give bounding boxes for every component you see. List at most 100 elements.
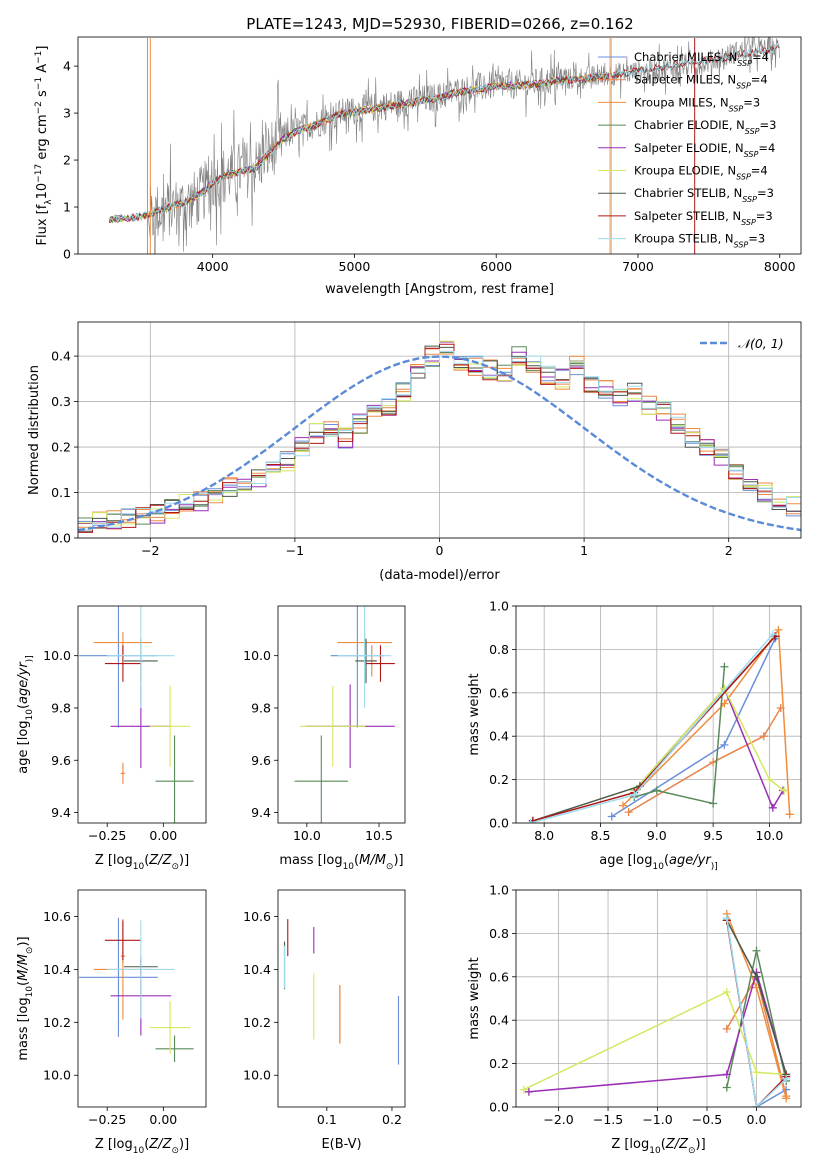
x-axis-label-part: )]: [179, 1137, 189, 1152]
y-tick-label: 10.0: [243, 648, 271, 663]
y-axis-label-part: Flux [f: [35, 204, 50, 245]
legend-text: Salpeter MILES, N: [634, 73, 736, 87]
y-axis-label-part: −1: [34, 77, 44, 90]
x-axis-label-part: Z/Z: [148, 1137, 172, 1152]
legend-label-chabrier-elodie: Chabrier ELODIE, NSSP=3: [634, 118, 776, 136]
weight-marker-salpeter-miles: [624, 808, 633, 817]
legend-label-salpeter-elodie: Salpeter ELODIE, NSSP=4: [634, 141, 775, 159]
legend-sub: SSP: [742, 195, 757, 204]
y-tick-label: 1.0: [489, 883, 509, 898]
x-axis-label-part: )]: [179, 853, 189, 868]
legend-count: =4: [752, 50, 769, 64]
x-axis-label: Z [log10(Z/Z⊙)]: [95, 853, 189, 872]
y-axis-label-part: 10: [35, 183, 50, 200]
y-axis-label-part: −2: [34, 101, 44, 114]
axes-frame: [77, 321, 802, 539]
y-tick-label: 0.0: [51, 531, 71, 546]
legend-label-chabrier-stelib: Chabrier STELIB, NSSP=3: [634, 186, 774, 204]
x-axis-label-part: 10: [343, 862, 355, 872]
y-axis-label-part: M/M: [16, 954, 31, 981]
y-tick-label: 4: [63, 59, 71, 74]
x-tick-label: 4000: [197, 259, 229, 274]
x-tick-label: 0.00: [149, 828, 177, 843]
panel-residuals: −2 −1 0 1 2 0.0 0.1 0.2 0.3 0.4 (data-model)/error…: [27, 321, 802, 583]
x-tick-label: −1: [286, 543, 304, 558]
x-axis-label-part: Z/Z: [665, 1137, 689, 1152]
x-tick-label: 9.0: [647, 828, 667, 843]
y-axis-label-part: −1: [34, 51, 44, 64]
x-tick-label: −1.5: [593, 1112, 623, 1127]
plot-area: [108, 37, 780, 254]
legend-count: =4: [751, 73, 768, 87]
axes-frame: [277, 605, 406, 824]
x-tick-label: −0.25: [88, 828, 126, 843]
y-axis-label-part: erg cm: [35, 114, 50, 163]
x-axis-label-part: Z/Z: [148, 853, 172, 868]
y-axis-label: mass [log10(M/M⊙)]: [16, 936, 35, 1060]
legend-text: Chabrier MILES, N: [634, 50, 737, 64]
weight-marker-salpeter-miles: [722, 1024, 731, 1033]
x-axis-label-part: )]: [711, 862, 718, 872]
x-tick-label: 1: [580, 543, 588, 558]
legend: Chabrier MILES, N SSP =4 Salpeter MILES, N S…: [598, 50, 776, 249]
y-axis-label-part: −17: [34, 164, 44, 183]
y-tick-label: 10.2: [43, 1015, 71, 1030]
x-tick-label: 8.5: [591, 828, 611, 843]
x-axis-label: age [log10(age/yr)]: [599, 853, 717, 872]
y-tick-label: 10.6: [243, 909, 271, 924]
weight-line-kroupa-elodie: [633, 687, 785, 792]
weight-marker-chabrier-miles: [720, 740, 729, 749]
y-tick-label: 1.0: [489, 599, 509, 614]
x-axis-label-part: ⊙: [386, 862, 394, 872]
x-axis-label-part: M/M: [359, 853, 386, 868]
x-axis-label-part: Z [log: [95, 1137, 133, 1152]
y-tick-label: 0.4: [489, 729, 509, 744]
plot-area: [526, 625, 794, 823]
y-tick-label: 9.6: [51, 753, 71, 768]
x-tick-label: 7000: [622, 259, 654, 274]
x-axis-label-part: )]: [696, 1137, 706, 1152]
legend-count: =3: [756, 209, 773, 223]
axes-frame: [515, 889, 802, 1108]
weight-line-salpeter-miles: [628, 707, 782, 813]
x-axis-label-part: (: [144, 1137, 149, 1152]
x-tick-label: 8000: [764, 259, 796, 274]
legend-sub: SSP: [745, 127, 760, 136]
y-tick-label: 0.6: [489, 685, 509, 700]
weight-marker-kroupa-miles: [782, 1094, 791, 1103]
weight-marker-kroupa-stelib: [782, 1074, 791, 1083]
weight-marker-kroupa-elodie: [780, 786, 789, 795]
x-tick-label: 8.0: [534, 828, 554, 843]
weight-marker-kroupa-stelib: [722, 914, 731, 923]
x-axis-label-part: (: [354, 853, 359, 868]
x-tick-label: 2: [725, 543, 733, 558]
legend-sub: SSP: [734, 240, 749, 249]
y-tick-label: 10.0: [43, 648, 71, 663]
x-axis-label-part: 10: [133, 862, 145, 872]
y-axis-label-part: (: [16, 981, 31, 986]
y-axis-label: mass weight: [467, 673, 482, 755]
x-axis-label: wavelength [Angstrom, rest frame]: [325, 282, 554, 297]
weight-marker-kroupa-stelib: [752, 1103, 761, 1107]
x-axis-label-part: ⊙: [171, 862, 179, 872]
x-tick-label: 0.00: [149, 1112, 177, 1127]
weight-marker-kroupa-elodie: [519, 1085, 528, 1094]
y-axis-label-part: mass [log: [16, 997, 31, 1060]
panel-mass-weight-vs-Z: −2.0 −1.5 −1.0 −0.5 0.0 0.0 0.2 0.4 0.6 0.8 1.0 Z […: [467, 883, 802, 1156]
y-tick-label: 9.4: [51, 805, 71, 820]
x-axis-label-part: 10: [133, 1146, 145, 1156]
y-tick-label: 10.2: [243, 1015, 271, 1030]
x-axis-label-part: 10: [649, 1146, 661, 1156]
axes-frame: [77, 36, 802, 255]
model-salpeter-elodie: [108, 71, 610, 223]
weight-marker-kroupa-miles: [619, 801, 628, 810]
observed-spectrum: [109, 37, 780, 254]
weight-marker-kroupa-miles: [774, 625, 783, 634]
weight-line-kroupa-elodie: [523, 990, 787, 1091]
y-axis-label-part: )]: [25, 655, 35, 662]
x-axis-label: (data-model)/error: [379, 568, 500, 583]
x-axis-label-part: ⊙: [171, 1146, 179, 1156]
panel-mass-weight-vs-age: 8.0 8.5 9.0 9.5 10.0 0.0 0.2 0.4 0.6 0.8 1.0 age [l…: [467, 599, 802, 872]
